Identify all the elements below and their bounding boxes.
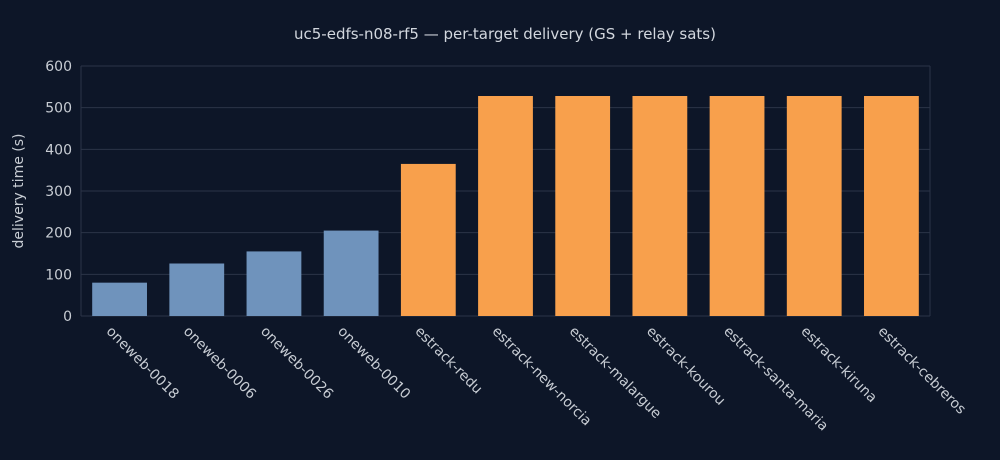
x-tick-label: estrack-cebreros	[875, 324, 969, 418]
y-axis-ticks: 0 100 200 300 400 500 600	[45, 59, 72, 325]
y-tick-label: 400	[45, 142, 72, 158]
y-tick-label: 600	[45, 59, 72, 75]
y-tick-label: 0	[63, 309, 72, 325]
bar-estrack-santa-maria	[709, 96, 765, 316]
bar-oneweb-0006	[169, 263, 225, 316]
x-tick-label: estrack-kourou	[643, 324, 728, 409]
x-tick-label: oneweb-0006	[180, 324, 259, 403]
y-tick-label: 500	[45, 101, 72, 117]
x-tick-label: oneweb-0026	[257, 324, 336, 403]
bar-estrack-kiruna	[786, 96, 842, 316]
bar-estrack-cebreros	[864, 96, 919, 316]
x-axis-ticks: oneweb-0018oneweb-0006oneweb-0026oneweb-…	[103, 324, 969, 435]
bar-estrack-new-norcia	[478, 96, 533, 316]
bar-oneweb-0026	[246, 251, 302, 316]
bar-oneweb-0010	[323, 230, 379, 316]
bars	[92, 96, 919, 316]
y-tick-label: 100	[45, 267, 72, 283]
y-axis-label: delivery time (s)	[11, 134, 27, 249]
x-tick-label: estrack-kiruna	[797, 324, 879, 406]
x-tick-label: estrack-redu	[411, 324, 485, 398]
bar-oneweb-0018	[92, 282, 147, 316]
x-tick-label: oneweb-0010	[334, 324, 413, 403]
y-tick-label: 300	[45, 184, 72, 200]
y-tick-label: 200	[45, 226, 72, 242]
bar-estrack-kourou	[632, 96, 688, 316]
x-tick-label: oneweb-0018	[103, 324, 182, 403]
bar-estrack-redu	[400, 163, 456, 316]
chart-title: uc5-edfs-n08-rf5 — per-target delivery (…	[294, 25, 716, 43]
bar-estrack-malargue	[555, 96, 611, 316]
